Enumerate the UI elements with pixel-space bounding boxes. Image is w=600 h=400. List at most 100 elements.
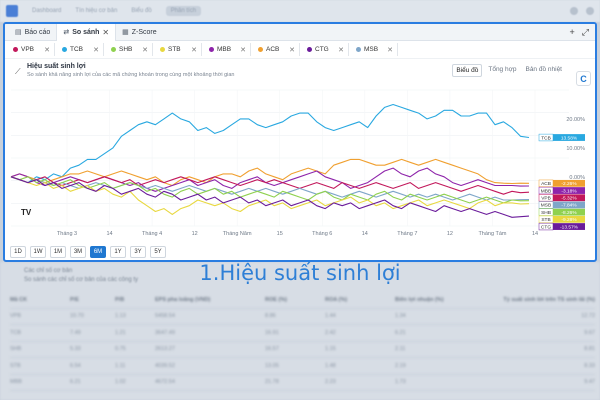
end-label-ticker: VPB: [541, 196, 551, 202]
close-icon[interactable]: ✕: [387, 46, 393, 54]
ticker-chip-bar: VPB ✕ TCB ✕ SHB ✕ STB ✕ MBB ✕ ACB ✕ CTG ✕ MSB ✕: [5, 41, 595, 59]
end-label-ctg: CTG -13.57%: [538, 222, 585, 230]
x-tick-label: 14: [106, 231, 112, 237]
x-tick-label: 12: [447, 231, 453, 237]
end-label-ticker: SHB: [541, 210, 551, 216]
bg-table-cell: MBB: [10, 379, 22, 386]
panel-title: Hiệu suất sinh lợi: [27, 63, 86, 70]
bg-table-cell: 1.11: [115, 362, 126, 369]
bg-table-cell: 0.75: [115, 346, 126, 353]
performance-chart[interactable]: Tháng 3 14 Tháng 4 12 Tháng Năm 15 Tháng 6 14 Th…: [9, 86, 593, 244]
close-icon[interactable]: ✕: [44, 46, 50, 54]
view-summary-button[interactable]: Tổng hợp: [488, 66, 517, 73]
brand-logo: C: [576, 71, 591, 86]
color-dot: [111, 47, 116, 52]
range-button-1w[interactable]: 1W: [30, 246, 46, 258]
bg-table-cell: 2.11: [395, 346, 406, 353]
end-label-ticker: TCB: [541, 135, 551, 141]
ticker-label: MBB: [217, 46, 232, 53]
end-label-value: -8.26%: [561, 210, 577, 216]
range-button-6m[interactable]: 6M: [90, 246, 106, 258]
range-button-1d[interactable]: 1D: [10, 246, 26, 258]
bg-table-row: SHB 5.33 0.75 2613.27 16.57 1.15 2.11 8.81: [10, 342, 595, 358]
ticker-chip-tcb[interactable]: TCB ✕: [58, 43, 104, 56]
bg-table-cell: 2.19: [395, 362, 406, 369]
end-label-value-box: [553, 223, 585, 230]
ticker-chip-vpb[interactable]: VPB ✕: [9, 43, 55, 56]
x-tick-label: Tháng 4: [142, 231, 162, 237]
ticker-chip-ctg[interactable]: CTG ✕: [303, 43, 349, 56]
ticker-chip-mbb[interactable]: MBB ✕: [205, 43, 251, 56]
close-icon[interactable]: ✕: [338, 46, 344, 54]
end-label-ticker: ACB: [541, 181, 551, 187]
tab-report[interactable]: ▤ Báo cáo: [9, 24, 56, 41]
color-dot: [258, 47, 263, 52]
panel-header: ⟋ Hiệu suất sinh lợi So sánh khả năng si…: [5, 59, 595, 86]
bg-table-cell: Biên lợi nhuận (%): [395, 296, 444, 303]
bg-table-cell: 6.21: [395, 329, 406, 336]
range-button-5y[interactable]: 5Y: [150, 246, 166, 258]
bg-table-cell: 1.73: [395, 379, 406, 386]
view-switcher: Biểu đồ Tổng hợp Bản đồ nhiệt: [452, 64, 565, 77]
view-chart-button[interactable]: Biểu đồ: [452, 64, 483, 77]
ticker-chip-msb[interactable]: MSB ✕: [352, 43, 398, 56]
ticker-chip-acb[interactable]: ACB ✕: [254, 43, 300, 56]
range-button-3m[interactable]: 3M: [70, 246, 86, 258]
bg-panel-subtitle: So sánh các chỉ số cơ bản của các công t…: [24, 277, 138, 283]
x-tick-label: Tháng 7: [397, 231, 417, 237]
bg-table-cell: 8.33: [584, 362, 595, 369]
time-range-selector: 1D 1W 1M 3M 6M 1Y 3Y 5Y: [10, 246, 166, 258]
add-tab-button[interactable]: +: [569, 26, 575, 37]
bg-table-cell: P/B: [115, 296, 125, 303]
bg-top-actions: [570, 7, 594, 15]
x-tick-label: 15: [277, 231, 283, 237]
series-line-ctg: [10, 176, 530, 218]
bg-table-cell: 6.54: [70, 362, 81, 369]
ticker-chip-stb[interactable]: STB ✕: [156, 43, 202, 56]
bg-table-cell: EPS pha loãng (VND): [155, 296, 211, 303]
bg-table-cell: 2.42: [325, 329, 336, 336]
tab-zscore[interactable]: ▦ Z-Score: [116, 24, 163, 41]
bg-table-cell: TCB: [10, 329, 21, 336]
ticker-label: TCB: [70, 46, 83, 53]
color-dot: [62, 47, 67, 52]
view-heatmap-button[interactable]: Bản đồ nhiệt: [525, 66, 562, 73]
end-label-value: -2.26%: [561, 181, 577, 187]
tab-bar: ▤ Báo cáo ⇄ So sánh ✕ ▦ Z-Score + ⤢: [5, 24, 595, 41]
close-icon[interactable]: ✕: [240, 46, 246, 54]
chart-svg: Tháng 3 14 Tháng 4 12 Tháng Năm 15 Tháng 6 14 Th…: [10, 89, 585, 237]
tab-compare[interactable]: ⇄ So sánh ✕: [56, 24, 117, 41]
close-icon[interactable]: ✕: [191, 46, 197, 54]
ticker-label: VPB: [21, 46, 35, 53]
end-label-acb: ACB -2.26%: [538, 179, 585, 187]
bg-table-cell: 3647.49: [155, 329, 175, 336]
end-label-stb: STB -9.28%: [538, 215, 585, 223]
bg-table-cell: 1.44: [325, 313, 336, 320]
bg-table-cell: 1.21: [115, 329, 126, 336]
bg-table-cell: 1.02: [115, 379, 126, 386]
series-line-tcb: [10, 103, 530, 184]
bg-table-cell: 5458.54: [155, 313, 175, 320]
close-icon[interactable]: ✕: [142, 46, 148, 54]
expand-icon[interactable]: ⤢: [581, 26, 589, 37]
range-button-1m[interactable]: 1M: [50, 246, 66, 258]
chart-icon: ▦: [122, 29, 129, 36]
close-icon[interactable]: ✕: [102, 27, 110, 37]
bg-nav-item: Tín hiệu cơ bản: [75, 8, 118, 14]
range-button-3y[interactable]: 3Y: [130, 246, 146, 258]
ticker-label: ACB: [266, 46, 280, 53]
bg-table-cell: 16.57: [265, 346, 279, 353]
close-icon[interactable]: ✕: [93, 46, 99, 54]
bg-table-cell: VPB: [10, 313, 22, 320]
close-icon[interactable]: ✕: [289, 46, 295, 54]
x-tick-label: Tháng Tám: [478, 231, 506, 237]
bg-table-cell: 4039.52: [155, 362, 175, 369]
ticker-label: MSB: [364, 46, 379, 53]
avatar: [570, 7, 578, 15]
end-label-value: -9.28%: [561, 217, 577, 223]
ticker-chip-shb[interactable]: SHB ✕: [107, 43, 153, 56]
x-tick-label: Tháng Năm: [223, 231, 252, 237]
end-label-shb: SHB -8.26%: [538, 208, 585, 216]
range-button-1y[interactable]: 1Y: [110, 246, 126, 258]
bg-table-row: STB 6.54 1.11 4039.52 13.05 1.48 2.19 8.33: [10, 358, 595, 375]
